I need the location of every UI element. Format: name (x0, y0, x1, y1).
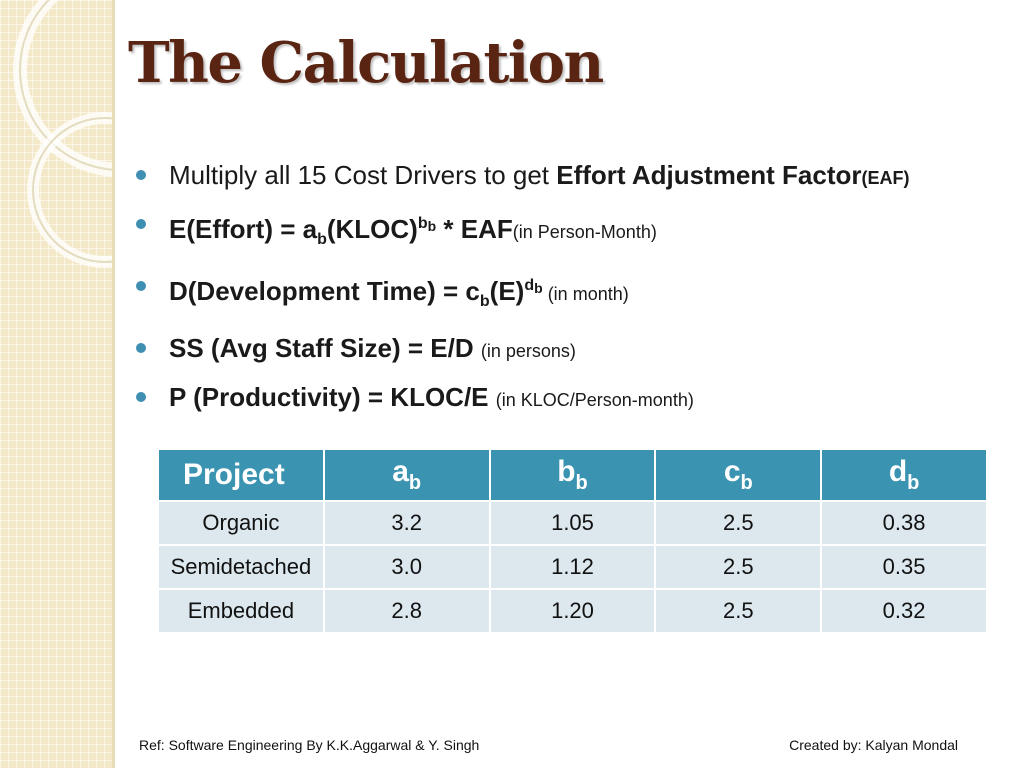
footer-credit: Created by: Kalyan Mondal (789, 737, 958, 753)
effort-kloc: (KLOC) (326, 214, 418, 244)
bullet-productivity: P (Productivity) = KLOC/E (in KLOC/Perso… (136, 378, 996, 419)
bullet-eaf: Multiply all 15 Cost Drivers to get Effo… (136, 156, 996, 197)
table-cell: 0.32 (820, 588, 988, 634)
footer-reference: Ref: Software Engineering By K.K.Aggarwa… (139, 737, 480, 753)
table-cell: 2.8 (322, 588, 491, 634)
devtime-unit: (in month) (542, 284, 629, 304)
productivity-unit: (in KLOC/Person-month) (495, 390, 694, 410)
header-cb-sub: b (740, 472, 753, 494)
effort-sup: b (417, 215, 428, 232)
header-db: db (820, 448, 988, 502)
table-cell: Embedded (157, 588, 325, 634)
effort-rhs: * EAF (436, 214, 513, 244)
table-cell: Semidetached (157, 544, 325, 590)
table-cell: 3.2 (322, 500, 491, 546)
table-cell: 1.12 (488, 544, 657, 590)
devtime-e: (E) (489, 276, 525, 306)
header-ab-sub: b (408, 472, 422, 494)
header-project: Project (157, 448, 325, 502)
table-cell: 1.20 (488, 588, 657, 634)
devtime-sup: d (524, 277, 535, 294)
decorative-left-strip (0, 0, 114, 768)
table-row: Organic 3.2 1.05 2.5 0.38 (157, 500, 988, 546)
bullet-eaf-abbr: (EAF) (861, 168, 910, 188)
header-ab: ab (322, 448, 491, 502)
strip-divider (112, 0, 115, 768)
staff-size-formula: SS (Avg Staff Size) = E/D (169, 333, 481, 363)
effort-sup-sub: b (427, 218, 437, 234)
table-cell: 0.38 (820, 500, 988, 546)
header-cb: cb (654, 448, 823, 502)
table-cell: 1.05 (488, 500, 657, 546)
bullet-eaf-text: Multiply all 15 Cost Drivers to get (169, 160, 557, 190)
devtime-sub: b (479, 293, 490, 310)
header-cb-main: c (723, 455, 741, 488)
bullet-eaf-bold: Effort Adjustment Factor (556, 160, 862, 190)
header-bb-main: b (557, 455, 576, 488)
bullet-staff-size: SS (Avg Staff Size) = E/D (in persons) (136, 329, 996, 370)
devtime-exponent: db (524, 277, 543, 296)
table-cell: Organic (157, 500, 325, 546)
table-row: Semidetached 3.0 1.12 2.5 0.35 (157, 544, 988, 590)
table-cell: 2.5 (654, 500, 823, 546)
bullet-effort: E(Effort) = ab(KLOC)bb * EAF(in Person-M… (136, 205, 996, 259)
effort-exponent: bb (417, 215, 437, 234)
table-cell: 3.0 (322, 544, 491, 590)
table-header-row: Project ab bb cb db (157, 448, 988, 502)
header-db-sub: b (907, 472, 920, 494)
effort-lhs: E(Effort) = a (169, 214, 318, 244)
table-cell: 0.35 (820, 544, 988, 590)
header-bb-sub: b (575, 472, 588, 494)
effort-sub: b (317, 231, 327, 248)
decorative-rings (13, 0, 114, 268)
staff-size-unit: (in persons) (480, 341, 576, 361)
bullet-devtime: D(Development Time) = cb(E)db (in month) (136, 267, 996, 321)
slide-title: The Calculation (128, 30, 604, 96)
table-cell: 2.5 (654, 544, 823, 590)
bullet-dot-icon (136, 392, 146, 402)
devtime-lhs: D(Development Time) = c (169, 276, 480, 306)
table-row: Embedded 2.8 1.20 2.5 0.32 (157, 588, 988, 634)
table-cell: 2.5 (654, 588, 823, 634)
header-project-label: Project (183, 458, 285, 491)
devtime-sup-sub: b (534, 280, 543, 296)
header-db-main: d (888, 455, 908, 488)
productivity-formula: P (Productivity) = KLOC/E (169, 382, 496, 412)
coefficient-table: Project ab bb cb db Organic 3.2 1.05 2.5… (157, 448, 988, 634)
effort-unit: (in Person-Month) (512, 222, 657, 242)
bullet-list: Multiply all 15 Cost Drivers to get Effo… (136, 156, 996, 427)
header-ab-main: a (392, 455, 409, 488)
bullet-dot-icon (136, 170, 146, 180)
header-bb: bb (488, 448, 657, 502)
bullet-dot-icon (136, 281, 146, 291)
bullet-dot-icon (136, 343, 146, 353)
bullet-dot-icon (136, 219, 146, 229)
